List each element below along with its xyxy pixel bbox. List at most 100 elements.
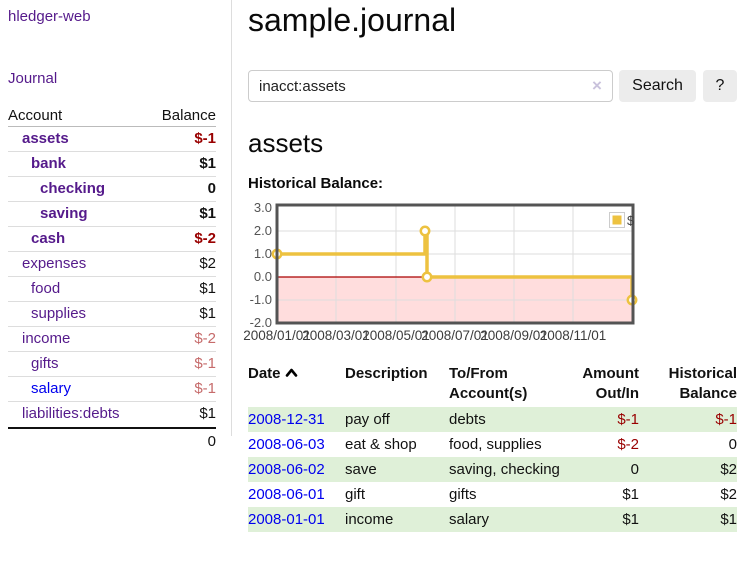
transaction-description: eat & shop [345, 436, 417, 453]
account-balance: $1 [199, 405, 216, 422]
account-link-cash[interactable]: cash [31, 230, 66, 247]
balance-column-header: Balance [161, 107, 216, 124]
svg-text:-2.0: -2.0 [250, 315, 272, 330]
svg-text:2008/07/01: 2008/07/01 [421, 328, 489, 343]
transaction-description: gift [345, 486, 366, 503]
account-row: expenses $2 [8, 252, 216, 277]
account-link-bank[interactable]: bank [31, 155, 67, 172]
account-balance: 0 [207, 180, 216, 197]
transaction-amount: $1 [622, 511, 639, 528]
transaction-accounts: food, supplies [449, 436, 542, 453]
account-row: cash $-2 [8, 227, 216, 252]
svg-text:-1.0: -1.0 [250, 292, 272, 307]
chart-legend: $ [609, 212, 635, 228]
tofrom-column-header: To/From Account(s) [449, 365, 528, 402]
account-link-income[interactable]: income [22, 330, 71, 347]
svg-text:2008/09/01: 2008/09/01 [480, 328, 548, 343]
transaction-date-link[interactable]: 2008-06-03 [248, 436, 325, 453]
svg-text:0.0: 0.0 [254, 269, 272, 284]
app-brand-link[interactable]: hledger-web [8, 8, 91, 25]
transaction-balance: $2 [720, 486, 737, 503]
account-balance: $1 [199, 205, 216, 222]
legend-label: $ [627, 213, 635, 228]
transaction-date-link[interactable]: 2008-06-02 [248, 461, 325, 478]
transaction-date-link[interactable]: 2008-06-01 [248, 486, 325, 503]
description-column-header: Description [345, 365, 428, 382]
transaction-row: 2008-06-01 gift gifts $1 $2 [248, 482, 737, 507]
svg-text:1.0: 1.0 [254, 246, 272, 261]
account-row: supplies $1 [8, 302, 216, 327]
transaction-date-link[interactable]: 2008-01-01 [248, 511, 325, 528]
account-balance: $1 [199, 305, 216, 322]
account-balance-table: Account Balance assets $-1 bank $1 check… [8, 104, 216, 452]
transaction-row: 2008-01-01 income salary $1 $1 [248, 507, 737, 532]
account-balance: $-1 [194, 380, 216, 397]
clear-search-icon[interactable]: × [592, 76, 602, 95]
transaction-amount: $1 [622, 486, 639, 503]
account-column-header: Account [8, 107, 63, 124]
sidebar: hledger-web Journal Account Balance asse… [0, 0, 232, 450]
transaction-accounts: gifts [449, 486, 477, 503]
account-link-saving[interactable]: saving [40, 205, 88, 222]
svg-text:2008/03/01: 2008/03/01 [302, 328, 370, 343]
svg-text:2.0: 2.0 [254, 223, 272, 238]
chart-canvas: $ 3.0 2.0 1.0 0.0 -1.0 -2.0 2008/01/01 2… [243, 200, 638, 343]
transaction-accounts: debts [449, 411, 486, 428]
chart-title: Historical Balance: [248, 175, 384, 192]
account-row: assets $-1 [8, 127, 216, 152]
account-balance: $-2 [194, 230, 216, 247]
x-axis-labels: 2008/01/01 2008/03/01 2008/05/01 2008/07… [243, 328, 606, 343]
transactions-table: Date Description To/From Account(s) Amou… [248, 364, 737, 532]
transaction-amount: 0 [630, 461, 639, 478]
historical-column-header: Historical Balance [668, 365, 737, 402]
sidebar-item-journal[interactable]: Journal [8, 70, 58, 87]
transaction-description: income [345, 511, 394, 528]
transaction-balance: $2 [720, 461, 737, 478]
svg-text:3.0: 3.0 [254, 200, 272, 215]
transaction-amount: $-2 [617, 436, 639, 453]
account-link-gifts[interactable]: gifts [31, 355, 59, 372]
transaction-date-link[interactable]: 2008-12-31 [248, 411, 325, 428]
legend-swatch [612, 215, 622, 225]
accounts-total-row: 0 [8, 427, 216, 452]
transaction-balance: $1 [720, 511, 737, 528]
account-row: food $1 [8, 277, 216, 302]
transaction-description: pay off [345, 411, 390, 428]
sort-ascending-icon [285, 368, 297, 377]
transaction-row: 2008-12-31 pay off debts $-1 $-1 [248, 407, 737, 432]
svg-text:2008/11/01: 2008/11/01 [540, 328, 607, 343]
account-link-salary[interactable]: salary [31, 380, 72, 397]
account-link-supplies[interactable]: supplies [31, 305, 87, 322]
transaction-amount: $-1 [617, 411, 639, 428]
data-point-markers [271, 225, 638, 306]
historical-balance-chart: $ 3.0 2.0 1.0 0.0 -1.0 -2.0 2008/01/01 2… [240, 200, 742, 345]
account-table-header: Account Balance [8, 104, 216, 127]
account-link-assets[interactable]: assets [22, 130, 69, 147]
account-row: income $-2 [8, 327, 216, 352]
plot-border [275, 203, 635, 325]
page-title: sample.journal [248, 2, 457, 38]
transactions-header-row: Date Description To/From Account(s) Amou… [248, 364, 737, 407]
help-button[interactable]: ? [703, 70, 737, 102]
account-link-expenses[interactable]: expenses [22, 255, 87, 272]
transaction-balance: 0 [728, 436, 737, 453]
account-link-checking[interactable]: checking [40, 180, 106, 197]
search-input[interactable] [248, 70, 613, 102]
transaction-row: 2008-06-02 save saving, checking 0 $2 [248, 457, 737, 482]
account-link-food[interactable]: food [31, 280, 61, 297]
transaction-balance: $-1 [715, 411, 737, 428]
account-heading: assets [248, 128, 324, 158]
accounts-total-value: 0 [207, 433, 216, 450]
account-balance: $1 [199, 280, 216, 297]
account-balance: $-2 [194, 330, 216, 347]
account-row: salary $-1 [8, 377, 216, 402]
transaction-accounts: salary [449, 511, 490, 528]
account-link-liabilities-debts[interactable]: liabilities:debts [22, 405, 120, 422]
gridlines [277, 205, 633, 323]
transaction-row: 2008-06-03 eat & shop food, supplies $-2… [248, 432, 737, 457]
transaction-description: save [345, 461, 377, 478]
date-column-header[interactable]: Date [248, 364, 345, 407]
account-row: bank $1 [8, 152, 216, 177]
search-button[interactable]: Search [619, 70, 696, 102]
svg-text:2008/01/01: 2008/01/01 [243, 328, 311, 343]
